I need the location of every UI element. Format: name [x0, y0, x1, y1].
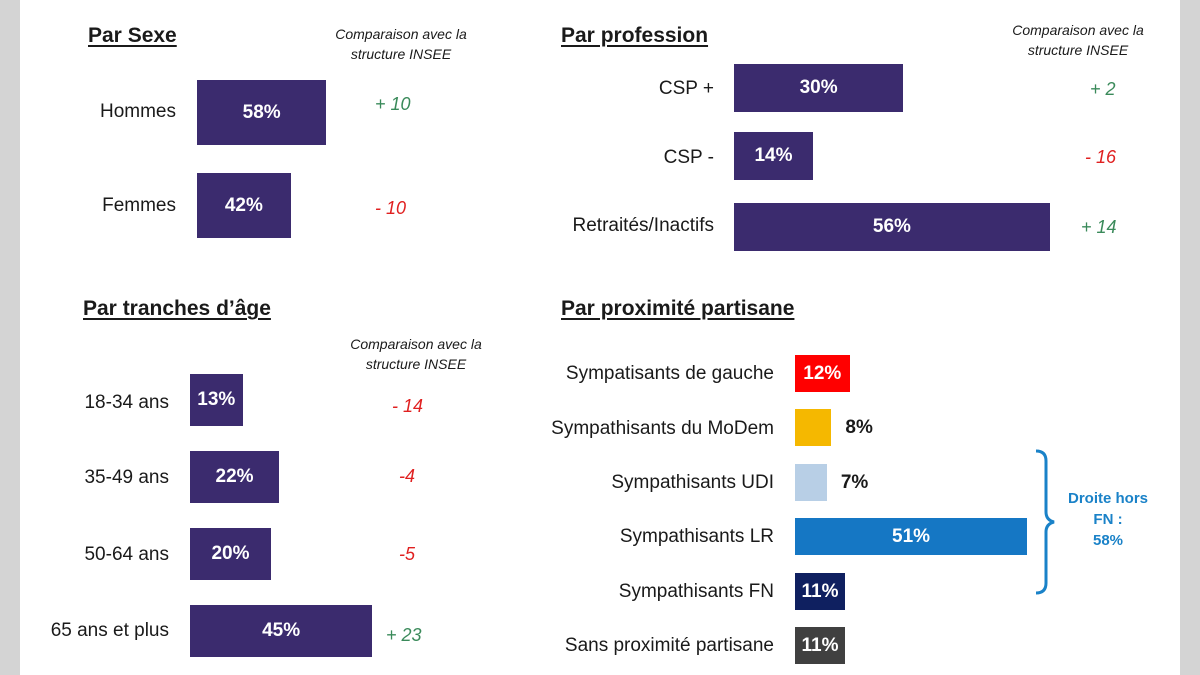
profession-value-retraites: 56%: [872, 216, 911, 237]
profession-diff-retraites: + 14: [1081, 217, 1117, 237]
partisan-label-sans: Sans proximité partisane: [564, 635, 774, 656]
profession-diff-csp-plus: + 2: [1090, 79, 1116, 99]
partisan-label-udi: Sympathisants UDI: [611, 472, 774, 493]
profession-value-csp-plus: 30%: [799, 77, 838, 98]
sexe-label-femmes: Femmes: [102, 195, 176, 216]
profession-bar-csp-minus: [734, 132, 813, 180]
partisan-label-lr: Sympathisants LR: [619, 526, 774, 547]
droite-bracket: [1035, 449, 1055, 595]
sexe-value-femmes: 42%: [224, 194, 263, 216]
profession-note-line2: structure INSEE: [1027, 42, 1129, 58]
partisan-value-fn: 11%: [801, 580, 839, 602]
profession-value-csp-minus: 14%: [754, 145, 793, 166]
sexe-bar-femmes: [197, 173, 291, 238]
age-value-18-34: 13%: [197, 389, 236, 410]
age-value-65-plus: 45%: [262, 620, 301, 641]
sexe-note-line2: structure INSEE: [350, 46, 452, 62]
age-bar-50-64: [190, 528, 271, 580]
sexe-diff-femmes: - 10: [375, 198, 407, 218]
age-bar-35-49: [190, 451, 280, 503]
age-label-18-34: 18-34 ans: [84, 392, 169, 413]
partisan-bar-sans: [795, 627, 846, 664]
profession-label-csp-plus: CSP +: [658, 78, 714, 99]
age-value-35-49: 22%: [215, 466, 254, 487]
age-value-50-64: 20%: [211, 543, 250, 564]
age-diff-18-34: - 14: [392, 396, 424, 416]
age-bar-18-34: [190, 374, 243, 426]
profession-note-line1: Comparaison avec la: [1012, 22, 1144, 38]
partisan-value-modem: 8%: [845, 416, 873, 438]
age-note-line1: Comparaison avec la: [350, 336, 482, 352]
bracket-path: [1035, 449, 1055, 595]
partisan-bar-modem: [795, 409, 832, 446]
age-bar-65-plus: [190, 605, 373, 657]
age-note-line2: structure INSEE: [365, 356, 467, 372]
age-label-65-plus: 65 ans et plus: [50, 620, 169, 641]
sexe-value-hommes: 58%: [242, 101, 281, 123]
bracket-line1: Droite hors: [1067, 490, 1148, 507]
age-label-50-64: 50-64 ans: [84, 544, 169, 565]
partisan-value-gauche: 12%: [803, 362, 842, 384]
age-comparison-note: Comparaison avec la structure INSEE: [316, 334, 516, 374]
age-label-35-49: 35-49 ans: [84, 467, 169, 488]
profession-bar-csp-plus: [734, 64, 904, 112]
frame-left: [0, 0, 20, 675]
sexe-comparison-note: Comparaison avec la structure INSEE: [301, 24, 501, 64]
age-diff-50-64: -5: [399, 544, 416, 564]
profession-label-csp-minus: CSP -: [663, 147, 714, 168]
age-diff-65-plus: + 23: [386, 625, 422, 645]
partisan-bar-lr: [795, 518, 1028, 555]
profession-bar-retraites: [734, 203, 1050, 251]
profession-comparison-note: Comparaison avec la structure INSEE: [978, 20, 1178, 60]
sexe-bar-hommes: [197, 80, 327, 145]
frame-right: [1180, 0, 1200, 675]
droite-hors-fn-note: Droite hors FN : 58%: [1058, 488, 1158, 551]
partisan-value-udi: 7%: [840, 471, 869, 493]
sexe-title: Par Sexe: [88, 24, 177, 47]
bracket-line2: FN :: [1093, 511, 1123, 528]
partisan-label-fn: Sympathisants FN: [618, 581, 774, 602]
age-diff-35-49: -4: [399, 466, 416, 486]
profession-diff-csp-minus: - 16: [1085, 147, 1117, 167]
partisan-value-sans: 11%: [801, 634, 839, 656]
partisan-title: Par proximité partisane: [561, 297, 795, 320]
sexe-diff-hommes: + 10: [375, 94, 411, 114]
partisan-value-lr: 51%: [892, 525, 931, 547]
profession-label-retraites: Retraités/Inactifs: [572, 215, 715, 236]
sexe-note-line1: Comparaison avec la: [335, 26, 467, 42]
partisan-label-modem: Sympathisants du MoDem: [551, 418, 774, 439]
profession-title: Par profession: [561, 24, 709, 47]
bracket-line3: 58%: [1092, 532, 1124, 549]
age-title: Par tranches d’âge: [83, 297, 271, 320]
partisan-bar-udi: [795, 464, 827, 501]
partisan-label-gauche: Sympatisants de gauche: [565, 363, 774, 384]
sexe-label-hommes: Hommes: [99, 101, 176, 122]
partisan-bar-gauche: [795, 355, 850, 392]
partisan-bar-fn: [795, 573, 846, 610]
